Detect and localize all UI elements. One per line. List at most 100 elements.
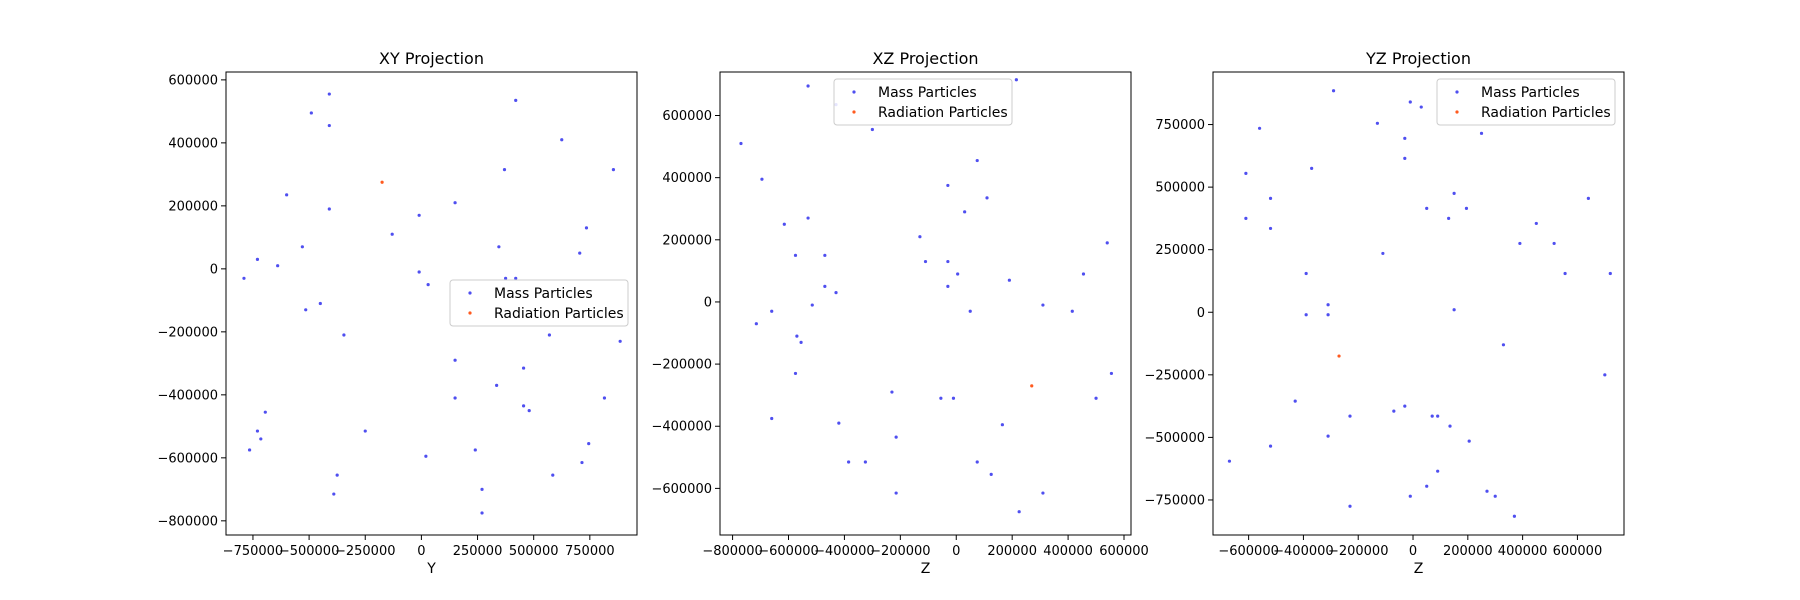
mass-particle-point [560, 138, 564, 142]
x-tick-label: 400000 [1498, 544, 1548, 559]
mass-particle-point [939, 396, 943, 400]
mass-particle-point [1017, 510, 1021, 514]
subplot-title: XZ Projection [872, 49, 978, 68]
mass-particle-point [602, 396, 607, 400]
mass-particle-point [300, 245, 304, 249]
mass-particle-point [1348, 504, 1352, 508]
mass-particle-point [1518, 241, 1522, 246]
mass-particle-point [754, 322, 758, 326]
x-axis-label: Z [1414, 561, 1424, 577]
mass-particle-point [1304, 271, 1308, 276]
mass-particle-point [1268, 226, 1273, 231]
mass-particle-point [1603, 373, 1607, 377]
x-tick-label: −400000 [1273, 544, 1334, 559]
mass-particle-point [611, 168, 616, 172]
legend-entry: Radiation Particles [494, 306, 624, 322]
mass-particle-point [923, 259, 928, 264]
mass-particle-point [426, 283, 430, 287]
mass-particle-point [1493, 494, 1497, 498]
mass-particle-point [1326, 303, 1330, 307]
mass-particle-point [424, 454, 428, 458]
radiation-particle-point [1030, 384, 1034, 388]
mass-particle-point [870, 127, 874, 132]
mass-particle-point [1467, 439, 1471, 443]
x-tick-label: 500000 [509, 544, 559, 559]
mass-particle-point [770, 416, 774, 421]
mass-particle-point [918, 235, 922, 239]
y-tick-label: 400000 [662, 171, 712, 186]
y-tick-label: −600000 [651, 482, 712, 497]
mass-particle-point [247, 448, 252, 452]
mass-particle-point [584, 226, 589, 230]
radiation-particle-point [380, 180, 384, 184]
mass-particle-point [495, 383, 499, 387]
mass-particle-point [1512, 514, 1516, 518]
legend: Mass Particles Radiation Particles [1436, 78, 1616, 126]
mass-particle-point [1331, 89, 1336, 93]
mass-particle-point [473, 448, 477, 452]
mass-particle-point [739, 141, 743, 146]
mass-particle-point [1501, 343, 1506, 347]
mass-particle-point [1436, 469, 1440, 473]
mass-particle-point [1070, 309, 1074, 313]
mass-particle-point [327, 92, 331, 96]
mass-particle-point [1244, 216, 1248, 221]
mass-particle-point [951, 396, 956, 400]
mass-particle-point [806, 216, 810, 220]
legend: Mass Particles Radiation Particles [833, 78, 1013, 126]
subplot-title: XY Projection [379, 49, 484, 68]
mass-particle-point [946, 284, 950, 289]
mass-particle-point [1310, 166, 1314, 170]
mass-particle-point [521, 366, 526, 370]
axes-frame [225, 71, 638, 536]
mass-particle-point [975, 158, 979, 163]
mass-particle-point [480, 487, 484, 491]
mass-particle-point [580, 460, 584, 465]
mass-particle-point [417, 270, 421, 274]
x-axis-label: Y [426, 561, 436, 577]
mass-particle-point [989, 472, 993, 477]
mass-particle-point [242, 276, 246, 280]
mass-particle-point [956, 272, 960, 276]
mass-particle-point [453, 201, 457, 205]
mass-particle-point [837, 421, 841, 425]
mass-particle-point [1479, 131, 1484, 135]
series-mass-particles [739, 78, 1114, 514]
series-radiation-particles [1337, 354, 1341, 358]
mass-particle-point [847, 460, 851, 464]
x-axis-label: Z [921, 561, 931, 577]
mass-particle-point [1109, 371, 1114, 376]
subplot-1: XY Projection −750000−500000−250000 0 25000… [157, 49, 638, 577]
legend-entry: Mass Particles [494, 286, 593, 302]
mass-particle-point [890, 390, 894, 394]
x-tick-label: −600000 [758, 544, 819, 559]
mass-particle-point [390, 232, 394, 236]
mass-particle-point [332, 492, 336, 496]
mass-particle-point [894, 491, 898, 495]
y-tick-label: −750000 [1144, 493, 1205, 508]
mass-particle-point [1552, 241, 1556, 246]
legend: Mass Particles Radiation Particles [449, 279, 629, 327]
mass-particle-point [263, 410, 267, 414]
mass-particle-point [946, 183, 950, 188]
y-tick-label: 400000 [168, 136, 218, 151]
mass-particle-point [363, 429, 367, 433]
mass-particle-point [255, 429, 260, 433]
x-tick-label: −800000 [702, 544, 763, 559]
legend-frame [1436, 78, 1616, 126]
mass-particle-point [342, 333, 346, 337]
mass-particle-point [1227, 459, 1232, 463]
mass-particle-point [1326, 313, 1330, 317]
x-tick-label: 400000 [1043, 544, 1093, 559]
subplot-title: YZ Projection [1365, 49, 1471, 68]
y-tick-label: −200000 [651, 358, 712, 373]
mass-particle-point [806, 84, 810, 88]
mass-particle-point [1436, 414, 1440, 418]
x-tick-label: 750000 [565, 544, 615, 559]
axes-frame [719, 71, 1132, 536]
x-tick-label: 0 [952, 544, 960, 559]
y-tick-label: −500000 [1144, 431, 1205, 446]
x-tick-label: 0 [417, 544, 425, 559]
mass-particle-point [946, 259, 950, 264]
mass-particle-point [1408, 494, 1412, 498]
